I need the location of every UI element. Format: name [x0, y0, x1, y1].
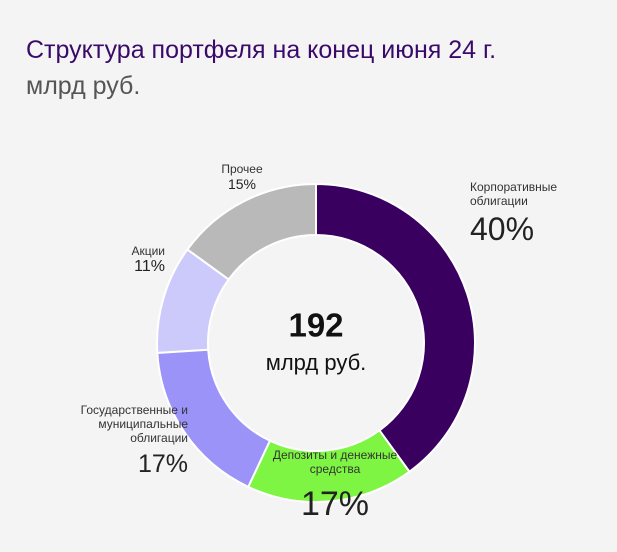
category-name: Государственные и муниципальные облигаци…: [80, 403, 188, 445]
slice-label: Акции 11%: [105, 244, 165, 276]
value-label: 40%: [470, 211, 535, 247]
donut-slice: [156, 348, 272, 489]
category-name: Депозиты и денежные средства: [272, 448, 398, 476]
center-value: 192: [288, 307, 343, 344]
slice-label: Депозиты и денежные средства 17%: [255, 448, 415, 522]
slice-label: Государственные и муниципальные облигаци…: [40, 403, 188, 478]
slice-label: Корпоративные облигации 40%: [470, 180, 600, 246]
value-label: 17%: [137, 450, 188, 478]
chart-title: Структура портфеля на конец июня 24 г.: [26, 36, 497, 64]
value-label: 15%: [227, 176, 257, 192]
donut-slice: [315, 182, 476, 474]
chart-subtitle: млрд руб.: [26, 72, 141, 100]
value-label: 17%: [300, 485, 370, 523]
donut-slice: [246, 428, 411, 503]
category-name: Прочее: [221, 162, 263, 176]
value-label: 11%: [134, 258, 165, 275]
category-name: Акции: [131, 244, 165, 258]
category-name: Корпоративные облигации: [470, 180, 558, 208]
center-label: млрд руб.: [266, 350, 367, 375]
donut-slice: [156, 248, 231, 355]
slice-label: Прочее 15%: [190, 162, 294, 192]
